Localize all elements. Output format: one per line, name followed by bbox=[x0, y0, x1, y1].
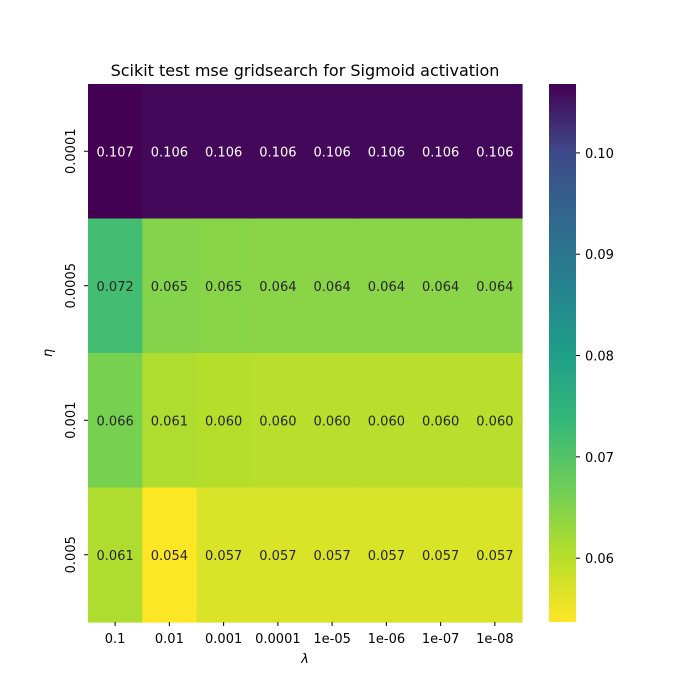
colorbar-tick-label: 0.10 bbox=[585, 147, 614, 162]
cell-value-label: 0.060 bbox=[314, 414, 351, 429]
cell-value-label: 0.106 bbox=[476, 145, 513, 160]
cell-value-label: 0.057 bbox=[314, 549, 351, 564]
heatmap-cell bbox=[305, 487, 360, 623]
x-tick-label: 1e-05 bbox=[313, 632, 351, 647]
heatmap-cell bbox=[250, 487, 306, 623]
y-tick-label: 0.005 bbox=[64, 536, 79, 573]
heatmap-cell bbox=[359, 84, 415, 220]
cell-value-label: 0.107 bbox=[97, 145, 134, 160]
cell-value-label: 0.060 bbox=[259, 414, 296, 429]
cell-value-label: 0.064 bbox=[368, 280, 405, 295]
cell-value-label: 0.106 bbox=[368, 145, 405, 160]
cell-value-label: 0.065 bbox=[205, 280, 242, 295]
heatmap-cell bbox=[467, 218, 523, 354]
cell-value-label: 0.064 bbox=[314, 280, 351, 295]
x-axis-label: λ bbox=[300, 652, 309, 667]
x-tick-label: 0.001 bbox=[205, 632, 242, 647]
cell-value-label: 0.057 bbox=[476, 549, 513, 564]
colorbar-tick-label: 0.09 bbox=[585, 248, 614, 263]
x-tick-label: 0.0001 bbox=[255, 632, 301, 647]
cell-value-label: 0.061 bbox=[151, 414, 188, 429]
cell-value-label: 0.060 bbox=[368, 414, 405, 429]
heatmap-cell bbox=[413, 487, 469, 623]
heatmap-cell bbox=[196, 84, 252, 220]
heatmap-cell bbox=[196, 218, 252, 354]
heatmap-cell bbox=[305, 353, 360, 489]
colorbar bbox=[549, 84, 576, 622]
heatmap-cell bbox=[88, 218, 143, 354]
heatmap-cell bbox=[413, 353, 469, 489]
y-tick-label: 0.0001 bbox=[64, 129, 79, 175]
colorbar-ticks: 0.06 0.07 0.08 0.09 0.10 bbox=[576, 147, 614, 567]
heatmap-cell bbox=[359, 487, 415, 623]
x-tick-label: 0.1 bbox=[105, 632, 126, 647]
cell-value-label: 0.106 bbox=[422, 145, 459, 160]
heatmap-cell bbox=[88, 353, 143, 489]
cell-value-label: 0.060 bbox=[476, 414, 513, 429]
cell-value-label: 0.064 bbox=[476, 280, 513, 295]
heatmap-cell bbox=[142, 84, 198, 220]
x-tick-label: 1e-08 bbox=[476, 632, 514, 647]
cell-value-label: 0.106 bbox=[151, 145, 188, 160]
heatmap-cell bbox=[142, 353, 198, 489]
heatmap-cell bbox=[250, 218, 306, 354]
heatmap-cell bbox=[305, 84, 360, 220]
cell-value-label: 0.106 bbox=[205, 145, 242, 160]
cell-value-label: 0.057 bbox=[205, 549, 242, 564]
heatmap-cell bbox=[88, 84, 143, 220]
cell-value-label: 0.064 bbox=[422, 280, 459, 295]
cell-value-label: 0.057 bbox=[368, 549, 405, 564]
heatmap-cell bbox=[142, 218, 198, 354]
colorbar-tick-label: 0.08 bbox=[585, 350, 614, 365]
heatmap-cells bbox=[88, 84, 523, 623]
heatmap-cell bbox=[467, 353, 523, 489]
heatmap-cell bbox=[250, 84, 306, 220]
y-tick-label: 0.001 bbox=[64, 402, 79, 439]
x-tick-label: 1e-07 bbox=[422, 632, 460, 647]
heatmap-cell bbox=[142, 487, 198, 623]
y-axis-label: η bbox=[41, 349, 56, 357]
heatmap-cell bbox=[196, 353, 252, 489]
y-tick-label: 0.0005 bbox=[64, 263, 79, 309]
y-axis-ticks: 0.0001 0.0005 0.001 0.005 bbox=[64, 129, 88, 573]
cell-value-label: 0.060 bbox=[422, 414, 459, 429]
cell-value-label: 0.106 bbox=[314, 145, 351, 160]
colorbar-tick-label: 0.06 bbox=[585, 552, 614, 567]
heatmap-cell bbox=[359, 218, 415, 354]
x-tick-label: 1e-06 bbox=[368, 632, 406, 647]
x-axis-ticks: 0.1 0.01 0.001 0.0001 1e-05 1e-06 1e-07 1e-08 bbox=[105, 622, 514, 647]
cell-value-label: 0.061 bbox=[97, 549, 134, 564]
cell-value-label: 0.054 bbox=[151, 549, 188, 564]
heatmap-cell bbox=[467, 84, 523, 220]
cell-value-label: 0.057 bbox=[259, 549, 296, 564]
heatmap-cell bbox=[413, 84, 469, 220]
cell-value-label: 0.057 bbox=[422, 549, 459, 564]
heatmap-cell bbox=[88, 487, 143, 623]
chart-title: Scikit test mse gridsearch for Sigmoid a… bbox=[111, 61, 500, 80]
heatmap-cell bbox=[467, 487, 523, 623]
cell-value-label: 0.064 bbox=[259, 280, 296, 295]
heatmap-cell bbox=[196, 487, 252, 623]
heatmap-cell bbox=[413, 218, 469, 354]
heatmap-cell bbox=[359, 353, 415, 489]
colorbar-tick-label: 0.07 bbox=[585, 451, 614, 466]
heatmap-cell bbox=[305, 218, 360, 354]
cell-value-label: 0.065 bbox=[151, 280, 188, 295]
cell-value-label: 0.106 bbox=[259, 145, 296, 160]
cell-annotations: 0.107 0.106 0.106 0.106 0.106 0.106 0.106 0.106… bbox=[97, 145, 514, 564]
cell-value-label: 0.066 bbox=[97, 414, 134, 429]
heatmap-cell bbox=[250, 353, 306, 489]
cell-value-label: 0.060 bbox=[205, 414, 242, 429]
x-tick-label: 0.01 bbox=[155, 632, 184, 647]
cell-value-label: 0.072 bbox=[97, 280, 134, 295]
